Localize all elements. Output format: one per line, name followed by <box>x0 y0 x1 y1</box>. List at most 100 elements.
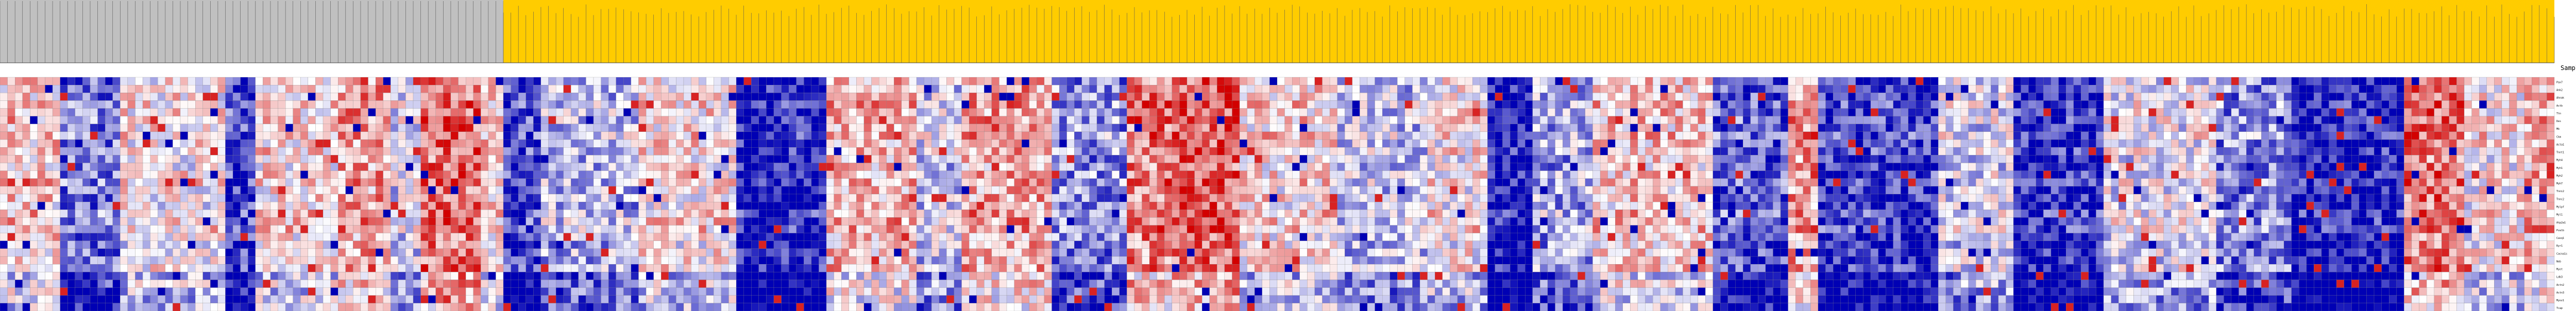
heatmap-cell <box>1637 147 1646 156</box>
heatmap-cell <box>1345 178 1352 186</box>
heatmap-cell <box>1758 100 1766 109</box>
heatmap-cell <box>1863 108 1871 116</box>
heatmap-cell <box>1908 93 1916 101</box>
heatmap-cell <box>1735 85 1743 93</box>
heatmap-cell <box>413 139 421 148</box>
heatmap-cell <box>1232 178 1240 186</box>
heatmap-cell <box>1916 163 1924 171</box>
heatmap-cell <box>2216 124 2224 132</box>
heatmap-cell <box>511 85 519 93</box>
heatmap-cell <box>60 77 68 85</box>
heatmap-cell <box>481 116 488 124</box>
heatmap-cell <box>706 131 714 140</box>
heatmap-cell <box>240 93 248 101</box>
heatmap-cell <box>1765 100 1773 109</box>
heatmap-cell <box>946 116 955 124</box>
heatmap-cell <box>232 93 241 101</box>
heatmap-cell <box>135 163 143 171</box>
heatmap-cell <box>496 163 504 171</box>
heatmap-cell <box>2103 100 2111 109</box>
heatmap-cell <box>105 178 113 186</box>
heatmap-cell <box>2231 155 2239 163</box>
heatmap-cell <box>202 124 211 132</box>
heatmap-cell <box>248 147 256 156</box>
heatmap-cell <box>112 131 121 140</box>
heatmap-cell <box>586 131 594 140</box>
heatmap-cell <box>1314 85 1323 93</box>
heatmap-cell <box>383 147 391 156</box>
heatmap-cell <box>2321 163 2329 171</box>
heatmap-cell <box>661 93 669 101</box>
heatmap-cell <box>1833 108 1841 116</box>
heatmap-cell <box>1465 155 1473 163</box>
heatmap-cell <box>1750 100 1758 109</box>
heatmap-cell <box>2126 170 2134 179</box>
heatmap-cell <box>1059 116 1067 124</box>
heatmap-cell <box>2291 77 2299 85</box>
heatmap-cell <box>2351 139 2359 148</box>
heatmap-cell <box>1382 100 1390 109</box>
heatmap-cell <box>1502 93 1511 101</box>
heatmap-cell <box>2351 124 2359 132</box>
heatmap-cell <box>653 170 662 179</box>
heatmap-cell <box>826 170 834 179</box>
heatmap-cell <box>931 85 939 93</box>
heatmap-cell <box>1833 170 1841 179</box>
heatmap-cell <box>503 155 511 163</box>
heatmap-cell <box>2111 139 2119 148</box>
heatmap-cell <box>1066 139 1075 148</box>
heatmap-cell <box>248 77 256 85</box>
heatmap-cell <box>2050 100 2059 109</box>
heatmap-cell <box>961 77 970 85</box>
heatmap-cell <box>165 77 173 85</box>
heatmap-cell <box>2073 100 2081 109</box>
heatmap-cell <box>1096 155 1105 163</box>
heatmap-cell <box>1878 170 1886 179</box>
heatmap-cell <box>676 147 684 156</box>
heatmap-cell <box>1660 85 1668 93</box>
heatmap-cell <box>1735 93 1743 101</box>
heatmap-cell <box>2073 85 2081 93</box>
heatmap-cell <box>2141 116 2149 124</box>
heatmap-cell <box>699 124 706 132</box>
heatmap-cell <box>2329 93 2337 101</box>
heatmap-cell <box>540 178 549 186</box>
heatmap-cell <box>202 155 211 163</box>
heatmap-cell <box>428 155 436 163</box>
heatmap-cell <box>488 131 496 140</box>
heatmap-cell <box>699 85 706 93</box>
heatmap-cell <box>1615 100 1623 109</box>
heatmap-cell <box>661 116 669 124</box>
heatmap-cell <box>1112 100 1120 109</box>
heatmap-cell <box>97 163 106 171</box>
heatmap-cell <box>1104 139 1112 148</box>
heatmap-cell <box>383 100 391 109</box>
heatmap-cell <box>2486 139 2495 148</box>
heatmap-cell <box>496 85 504 93</box>
heatmap-cell <box>2314 85 2322 93</box>
heatmap-cell <box>345 116 353 124</box>
heatmap-cell <box>1991 131 1999 140</box>
heatmap-cell <box>691 178 699 186</box>
heatmap-cell <box>1893 163 1901 171</box>
heatmap-cell <box>826 178 834 186</box>
heatmap-cell <box>2043 93 2052 101</box>
heatmap-cell <box>1713 116 1721 124</box>
heatmap-cell <box>2479 124 2487 132</box>
heatmap-cell <box>353 139 361 148</box>
heatmap-cell <box>173 77 181 85</box>
heatmap-cell <box>2276 108 2284 116</box>
heatmap-cell <box>2299 131 2307 140</box>
heatmap-cell <box>2268 85 2277 93</box>
heatmap-cell <box>1037 93 1045 101</box>
heatmap-cell <box>2329 100 2337 109</box>
heatmap-cell <box>330 170 338 179</box>
heatmap-cell <box>2381 77 2389 85</box>
heatmap-cell <box>728 100 737 109</box>
heatmap-cell <box>773 124 782 132</box>
heatmap-cell <box>2163 131 2172 140</box>
heatmap-cell <box>2501 108 2510 116</box>
heatmap-cell <box>1622 155 1631 163</box>
heatmap-cell <box>1570 85 1578 93</box>
heatmap-cell <box>1727 77 1736 85</box>
